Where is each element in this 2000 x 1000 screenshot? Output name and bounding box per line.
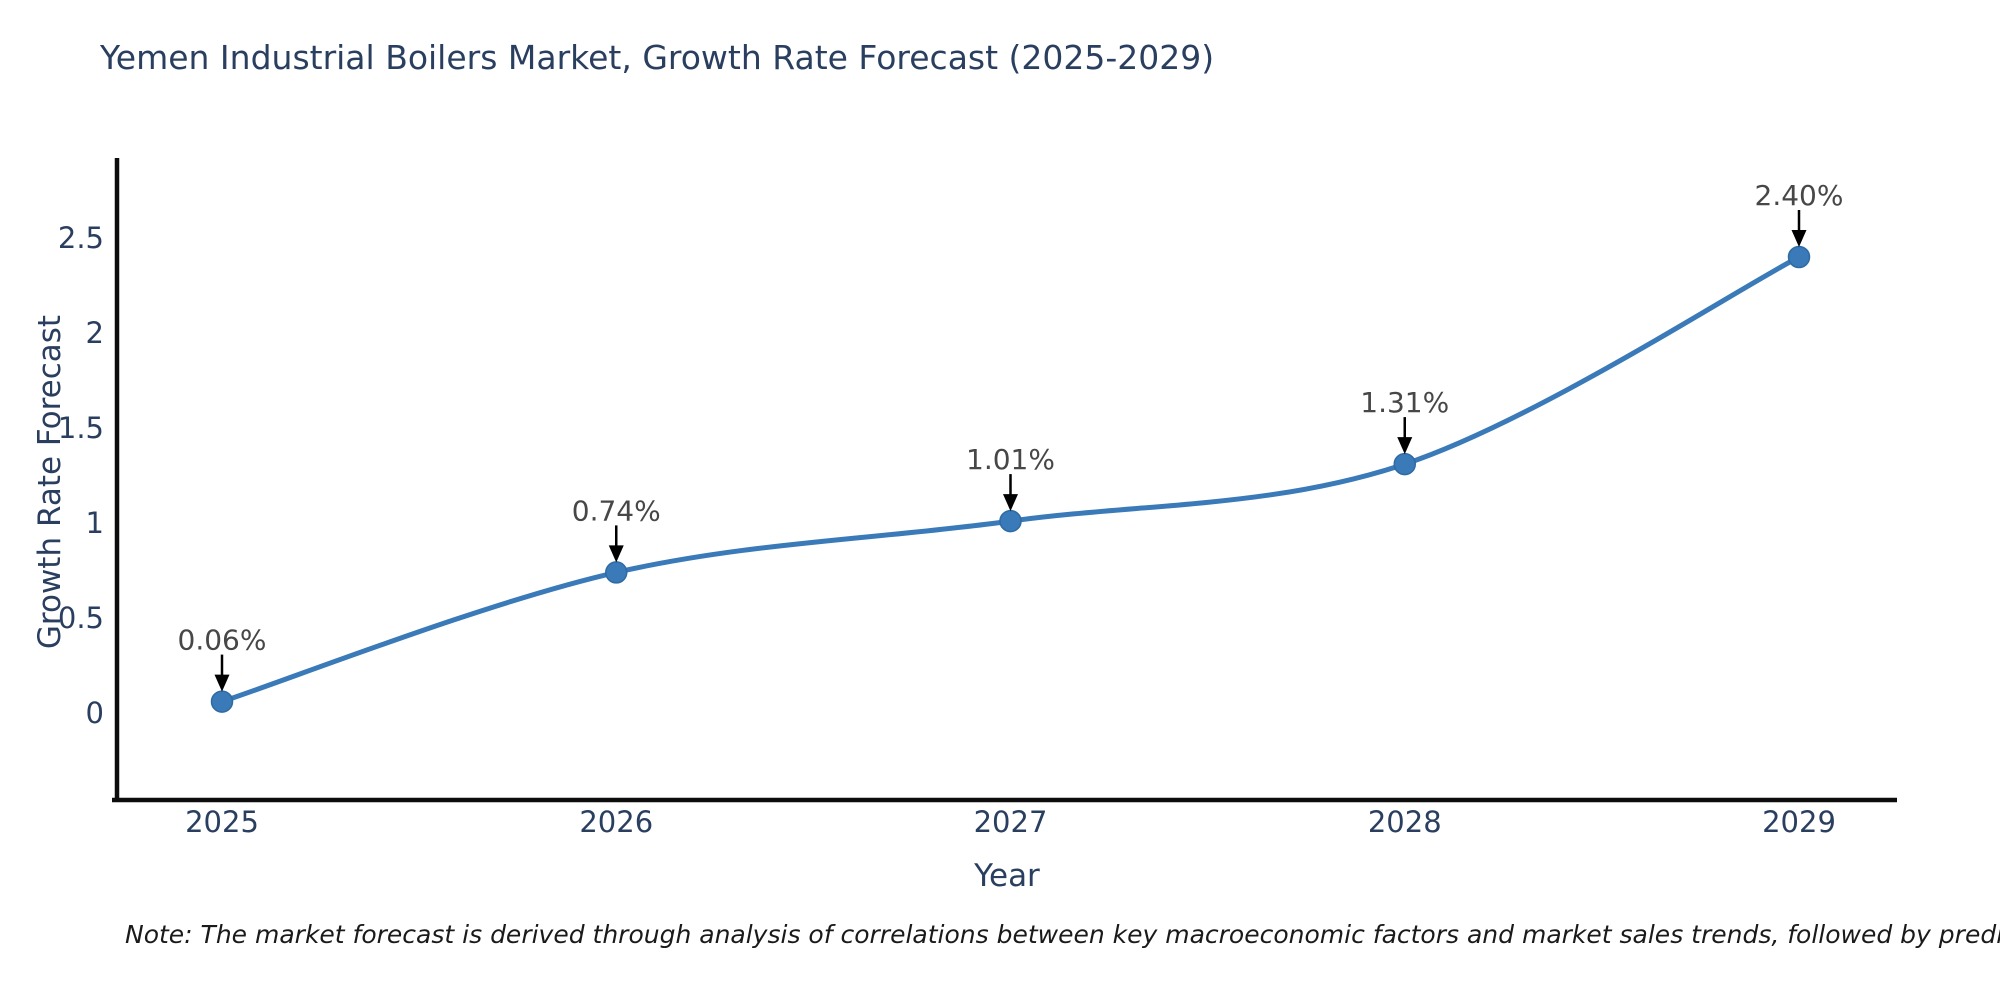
y-tick-label: 1 xyxy=(86,506,104,540)
x-tick-labels: 2025 2026 2027 2028 2029 xyxy=(185,805,1836,839)
x-axis-title: Year xyxy=(974,858,1040,894)
annotation-label: 1.01% xyxy=(966,443,1055,476)
annotation-arrowhead xyxy=(1003,494,1018,512)
annotation-label: 2.40% xyxy=(1755,179,1844,212)
data-point-marker xyxy=(605,561,628,584)
x-tick-label: 2029 xyxy=(1762,805,1836,839)
annotation-arrowhead xyxy=(1397,437,1413,455)
chart-title: Yemen Industrial Boilers Market, Growth … xyxy=(100,38,1215,77)
annotation-label: 0.06% xyxy=(178,624,267,657)
data-point-marker xyxy=(1787,245,1811,269)
annotations-layer: 0.06% 0.74% 1.01% 1.31% 2.40% xyxy=(178,179,1844,692)
annotation-label: 1.31% xyxy=(1360,386,1449,419)
data-point-marker xyxy=(1393,452,1416,476)
y-tick-label: 2 xyxy=(86,316,104,350)
footnote: Note: The market forecast is derived thr… xyxy=(125,920,2000,949)
x-tick-label: 2026 xyxy=(579,805,653,839)
data-point-marker xyxy=(999,509,1022,533)
x-tick-label: 2028 xyxy=(1368,805,1442,839)
annotation-label: 0.74% xyxy=(572,494,661,527)
annotation-arrowhead xyxy=(1791,230,1807,247)
annotation-arrowhead xyxy=(608,545,624,563)
x-tick-label: 2027 xyxy=(974,805,1048,839)
y-tick-label: 1.5 xyxy=(58,411,104,445)
y-tick-label: 2.5 xyxy=(58,221,104,255)
y-tick-labels: 0 0.5 1 1.5 2 2.5 xyxy=(58,221,104,730)
data-point-marker xyxy=(210,690,234,713)
y-tick-label: 0.5 xyxy=(58,601,104,635)
y-tick-label: 0 xyxy=(86,696,104,730)
x-tick-label: 2025 xyxy=(185,805,259,839)
annotation-arrowhead xyxy=(214,674,230,692)
